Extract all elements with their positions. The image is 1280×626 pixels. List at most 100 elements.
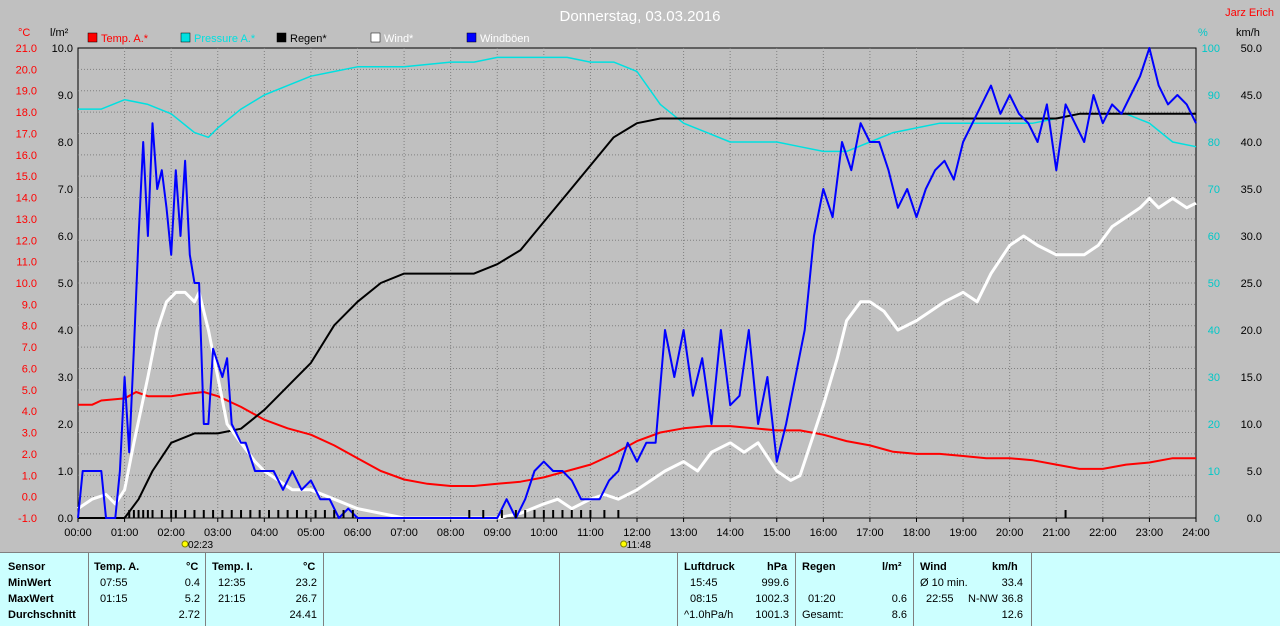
pressure-tick-label: 40 [1208,325,1220,337]
rain-max-time: 01:20 [808,593,836,605]
temp-tick-label: 12.0 [16,235,37,247]
temp-tick-label: 10.0 [16,278,37,290]
legend-label: Pressure A.* [194,33,256,45]
x-tick-label: 10:00 [530,527,558,539]
wind-tick-label: 5.0 [1247,466,1262,478]
pressure-max-value: 1002.3 [755,593,789,605]
temp-tick-label: 4.0 [22,406,37,418]
temp-tick-label: 8.0 [22,321,37,333]
rain-total-value: 8.6 [891,609,907,621]
wind-unit: km/h [992,561,1018,573]
rain-tick-label: 0.0 [58,513,73,525]
x-tick-label: 07:00 [390,527,418,539]
temp-i-max-value: 26.7 [295,593,317,605]
temp-tick-label: -1.0 [18,513,37,525]
wind-max-time: 22:55 [926,593,954,605]
temp-i-header: Temp. I. [212,561,253,573]
temp-tick-label: 15.0 [16,171,37,183]
rain-unit: l/m² [882,561,902,573]
temp-tick-label: 9.0 [22,299,37,311]
wind-header: Wind [920,561,947,573]
rain-tick-label: 9.0 [58,90,73,102]
x-tick-label: 11:00 [577,527,604,539]
x-tick-label: 04:00 [251,527,279,539]
rain-tick-label: 8.0 [58,137,73,149]
pressure-tick-label: 20 [1208,419,1220,431]
row-min-label: MinWert [8,577,52,589]
x-tick-label: 12:00 [623,527,651,539]
x-tick-label: 00:00 [64,527,92,539]
temp-i-min-value: 23.2 [295,577,317,589]
legend-swatch [276,32,287,43]
x-tick-label: 23:00 [1136,527,1164,539]
wind-max-value: 36.8 [1001,593,1023,605]
row-avg-label: Durchschnitt [8,609,76,621]
x-tick-label: 06:00 [344,527,372,539]
rain-series-line [78,112,1196,519]
x-tick-label: 02:00 [157,527,185,539]
pressure-min-time: 15:45 [690,577,718,589]
wind-tick-label: 45.0 [1241,90,1262,102]
temp-tick-label: 17.0 [16,128,37,140]
temp-a-max-value: 5.2 [184,593,200,605]
pressure-tick-label: 0 [1214,513,1220,525]
pressure-header: Luftdruck [684,561,735,573]
wind-tick-label: 10.0 [1241,419,1262,431]
temp-tick-label: 20.0 [16,64,37,76]
temp-tick-label: 1.0 [22,470,37,482]
pressure-tick-label: 70 [1208,184,1220,196]
pressure-tick-label: 30 [1208,372,1220,384]
weather-chart: Donnerstag, 03.03.2016 Jarz Erich °C l/m²% k… [16,7,1274,551]
pressure-tick-label: 80 [1208,137,1220,149]
gust-series-line [77,47,1197,519]
temp-a-min-time: 07:55 [100,577,128,589]
temp-tick-label: 18.0 [16,107,37,119]
temp-a-avg-value: 2.72 [178,609,200,621]
x-tick-label: 19:00 [949,527,977,539]
pressure-avg-value: 1001.3 [755,609,789,621]
pressure-tick-label: 100 [1202,43,1220,55]
author-label: Jarz Erich [1225,7,1274,19]
x-tick-label: 08:00 [437,527,465,539]
legend-label: Wind* [384,33,414,45]
legend-label: Regen* [290,33,327,45]
legend-swatch [87,32,98,43]
rain-tick-label: 3.0 [58,372,73,384]
wind-axis-unit: km/h [1236,27,1260,39]
sensor-header: Sensor [8,561,46,573]
temp-i-avg-value: 24.41 [289,609,317,621]
wind-tick-label: 35.0 [1241,184,1262,196]
x-tick-label: 01:00 [111,527,139,539]
pressure-min-value: 999.6 [761,577,789,589]
x-tick-label: 14:00 [716,527,744,539]
pressure-trend-label: ^1.0hPa/h [684,609,734,621]
x-tick-label: 18:00 [903,527,931,539]
wind-avg-value: 12.6 [1001,609,1023,621]
legend-swatch [180,32,191,43]
temp-a-header: Temp. A. [94,561,140,573]
temp-axis-unit: °C [18,27,30,39]
temp-i-max-time: 21:15 [218,593,246,605]
pressure-unit: hPa [767,561,788,573]
rain-tick-label: 5.0 [58,278,73,290]
x-tick-label: 05:00 [297,527,325,539]
wind-tick-label: 15.0 [1241,372,1262,384]
rain-tick-label: 4.0 [58,325,73,337]
sun-marker-icon [181,540,189,548]
x-tick-label: 15:00 [763,527,791,539]
rain-tick-label: 6.0 [58,231,73,243]
x-marker-label: 11:48 [627,540,652,551]
temp-tick-label: 3.0 [22,428,37,440]
x-tick-label: 21:00 [1042,527,1070,539]
legend-label: Windböen [480,33,530,45]
rain-tick-label: 7.0 [58,184,73,196]
rain-axis-unit: l/m² [50,27,69,39]
pressure-axis-unit: % [1198,27,1208,39]
temp-a-max-time: 01:15 [100,593,128,605]
legend-label: Temp. A.* [101,33,149,45]
temp-tick-label: 5.0 [22,385,37,397]
temp-tick-label: 2.0 [22,449,37,461]
temp-tick-label: 11.0 [16,257,37,269]
temp-a-min-value: 0.4 [184,577,200,589]
x-tick-label: 16:00 [810,527,838,539]
